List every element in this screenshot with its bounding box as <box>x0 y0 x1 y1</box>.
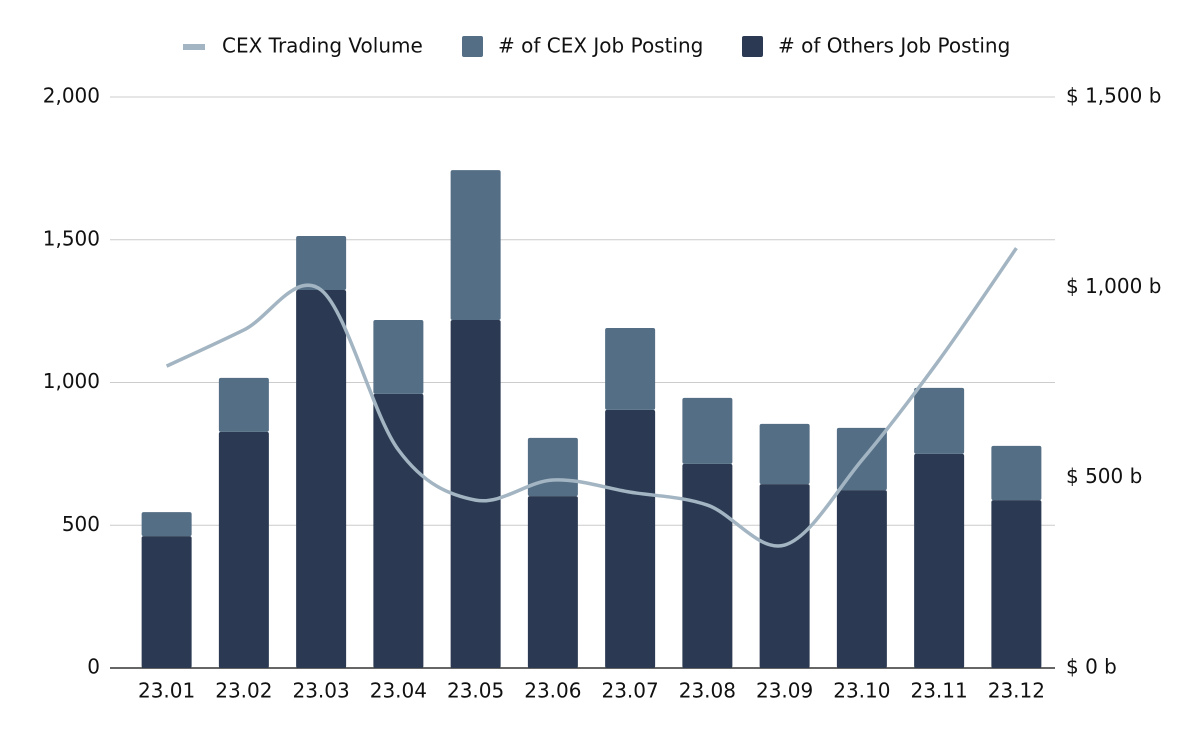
bar <box>218 377 269 432</box>
y-tick-label: 2,000 <box>43 84 100 108</box>
bar <box>296 289 347 668</box>
bar <box>527 496 578 668</box>
x-tick-label: 23.08 <box>679 679 736 703</box>
x-tick-label: 23.01 <box>138 679 195 703</box>
bar <box>759 423 810 485</box>
bar <box>682 397 733 464</box>
bar <box>450 319 501 668</box>
legend-label: # of CEX Job Posting <box>498 34 703 58</box>
y-tick-label: 500 <box>62 512 100 536</box>
y2-tick-label: $ 1,500 b <box>1066 84 1161 108</box>
bar <box>141 536 192 668</box>
x-tick-label: 23.10 <box>833 679 890 703</box>
bar <box>836 490 887 668</box>
bar <box>682 463 733 668</box>
y2-tick-label: $ 1,000 b <box>1066 274 1161 298</box>
x-tick-label: 23.07 <box>601 679 658 703</box>
bar <box>218 431 269 668</box>
bar <box>991 500 1042 668</box>
x-tick-label: 23.12 <box>988 679 1045 703</box>
y2-tick-label: $ 500 b <box>1066 464 1142 488</box>
y2-tick-label: $ 0 b <box>1066 655 1117 679</box>
bar <box>605 409 656 668</box>
legend-swatch <box>183 44 205 50</box>
bar <box>605 327 656 410</box>
bar <box>141 512 192 537</box>
bar <box>914 453 965 668</box>
legend-swatch <box>742 36 763 57</box>
legend-label: # of Others Job Posting <box>778 34 1010 58</box>
bar <box>296 236 347 290</box>
y-tick-label: 1,500 <box>43 226 100 250</box>
bar <box>991 445 1042 501</box>
x-tick-label: 23.03 <box>292 679 349 703</box>
bar <box>914 387 965 454</box>
bar <box>373 319 424 394</box>
x-tick-label: 23.04 <box>370 679 427 703</box>
y-tick-label: 0 <box>87 655 100 679</box>
legend-swatch <box>462 36 483 57</box>
x-tick-label: 23.11 <box>910 679 967 703</box>
bar <box>373 393 424 668</box>
x-tick-label: 23.02 <box>215 679 272 703</box>
bar <box>450 170 501 320</box>
bar <box>527 437 578 497</box>
y-tick-label: 1,000 <box>43 369 100 393</box>
legend-label: CEX Trading Volume <box>222 34 423 58</box>
x-tick-label: 23.05 <box>447 679 504 703</box>
bar <box>759 484 810 668</box>
line <box>165 247 1018 548</box>
x-tick-label: 23.09 <box>756 679 813 703</box>
x-tick-label: 23.06 <box>524 679 581 703</box>
